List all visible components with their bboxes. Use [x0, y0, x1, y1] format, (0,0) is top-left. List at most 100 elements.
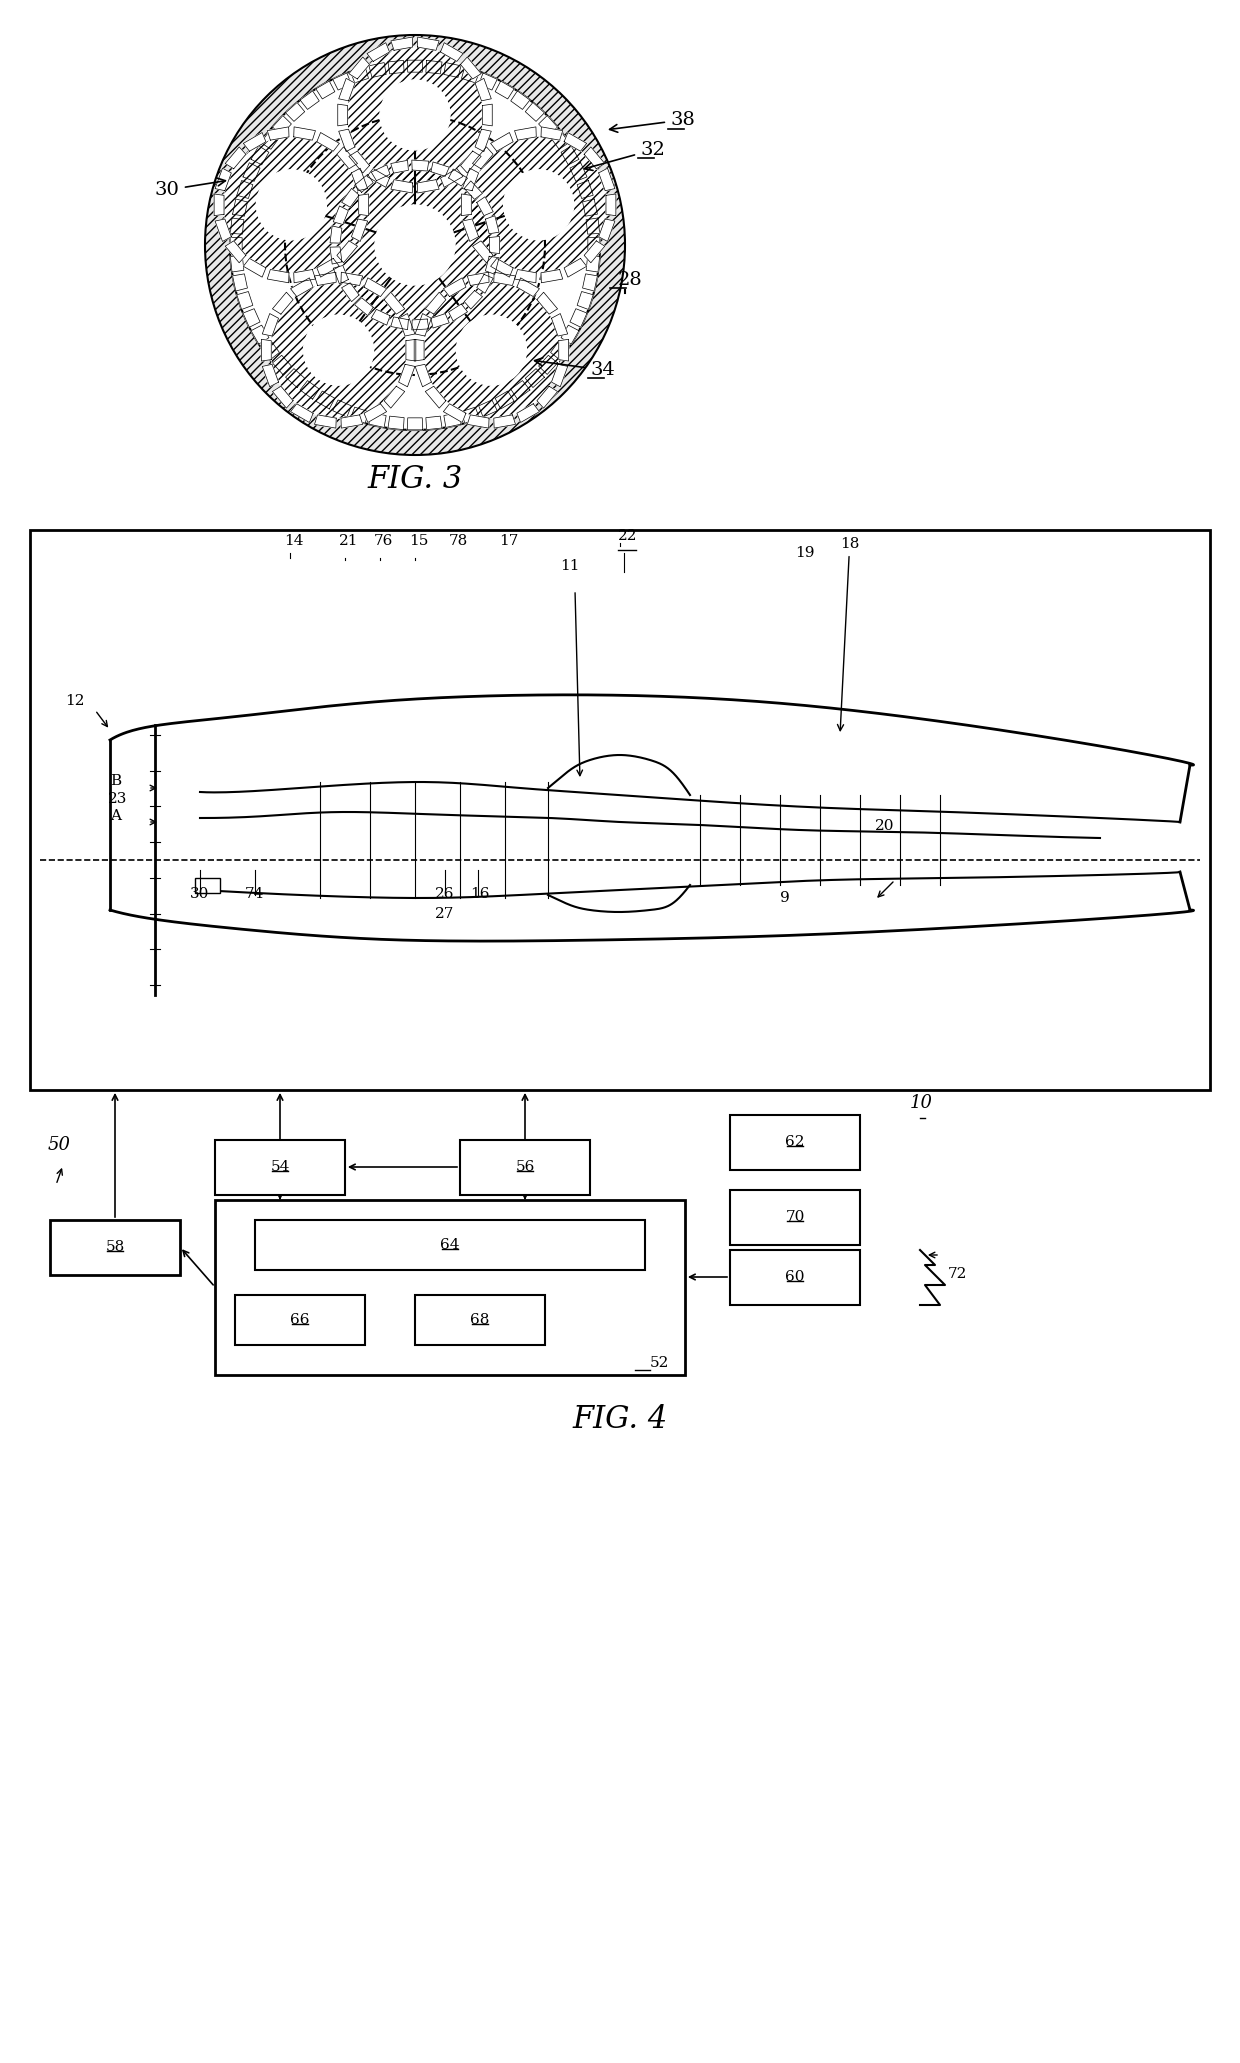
- Polygon shape: [317, 132, 340, 151]
- Polygon shape: [351, 406, 368, 423]
- Polygon shape: [511, 380, 529, 398]
- Text: 38: 38: [610, 111, 694, 132]
- Polygon shape: [388, 60, 404, 74]
- Polygon shape: [388, 417, 404, 429]
- Polygon shape: [268, 128, 289, 140]
- Polygon shape: [290, 404, 314, 423]
- Polygon shape: [570, 163, 587, 182]
- Polygon shape: [587, 219, 600, 233]
- Text: 62: 62: [785, 1135, 805, 1149]
- Circle shape: [200, 31, 630, 460]
- Polygon shape: [460, 58, 481, 78]
- Polygon shape: [412, 320, 429, 330]
- Polygon shape: [444, 413, 461, 427]
- Polygon shape: [233, 274, 248, 291]
- Polygon shape: [560, 326, 579, 345]
- Circle shape: [456, 316, 527, 386]
- Polygon shape: [461, 406, 480, 423]
- Polygon shape: [341, 283, 360, 301]
- Polygon shape: [260, 130, 279, 149]
- Circle shape: [471, 136, 606, 272]
- Text: 74: 74: [246, 887, 264, 902]
- Text: 23: 23: [108, 792, 128, 807]
- Polygon shape: [243, 132, 265, 151]
- Text: FIG. 4: FIG. 4: [573, 1405, 667, 1436]
- Polygon shape: [273, 386, 293, 408]
- Polygon shape: [351, 219, 367, 241]
- Text: 56: 56: [516, 1159, 534, 1174]
- Text: 58: 58: [105, 1240, 125, 1254]
- FancyBboxPatch shape: [215, 1201, 684, 1376]
- Polygon shape: [300, 380, 319, 398]
- Text: 21: 21: [339, 534, 358, 549]
- Polygon shape: [341, 188, 360, 206]
- Polygon shape: [300, 91, 319, 109]
- Polygon shape: [285, 369, 305, 388]
- Polygon shape: [405, 338, 415, 361]
- Polygon shape: [348, 151, 370, 173]
- Polygon shape: [412, 161, 429, 171]
- Circle shape: [270, 283, 407, 419]
- Polygon shape: [440, 169, 463, 188]
- Text: 50: 50: [48, 1137, 71, 1153]
- Polygon shape: [415, 314, 432, 336]
- FancyBboxPatch shape: [415, 1296, 546, 1345]
- Polygon shape: [467, 415, 489, 429]
- Text: 9: 9: [780, 891, 790, 906]
- Polygon shape: [337, 146, 357, 169]
- Polygon shape: [552, 365, 568, 386]
- FancyBboxPatch shape: [730, 1114, 861, 1170]
- Polygon shape: [262, 338, 272, 361]
- Polygon shape: [285, 103, 305, 122]
- Circle shape: [229, 60, 600, 429]
- Polygon shape: [231, 256, 244, 272]
- Polygon shape: [268, 270, 289, 283]
- Polygon shape: [407, 60, 423, 72]
- Polygon shape: [226, 146, 246, 169]
- Polygon shape: [444, 279, 466, 297]
- Polygon shape: [432, 161, 449, 175]
- Circle shape: [229, 60, 600, 429]
- Text: 22: 22: [618, 528, 637, 543]
- Circle shape: [503, 169, 574, 239]
- Polygon shape: [330, 227, 342, 243]
- Polygon shape: [464, 182, 482, 200]
- Polygon shape: [584, 146, 605, 169]
- Polygon shape: [243, 258, 265, 276]
- Polygon shape: [367, 43, 389, 62]
- FancyBboxPatch shape: [236, 1296, 365, 1345]
- Text: 11: 11: [560, 559, 579, 574]
- Text: 20: 20: [875, 819, 894, 833]
- Text: A: A: [110, 809, 122, 823]
- Polygon shape: [463, 169, 479, 190]
- Polygon shape: [463, 219, 479, 241]
- Polygon shape: [552, 314, 568, 336]
- Polygon shape: [560, 146, 579, 165]
- Polygon shape: [371, 165, 391, 182]
- Polygon shape: [495, 80, 515, 99]
- Polygon shape: [407, 419, 423, 429]
- Polygon shape: [538, 116, 558, 134]
- Polygon shape: [398, 314, 415, 336]
- Polygon shape: [332, 72, 351, 91]
- Polygon shape: [355, 175, 373, 192]
- Polygon shape: [415, 365, 432, 386]
- Polygon shape: [476, 196, 494, 217]
- Polygon shape: [355, 297, 373, 316]
- Polygon shape: [273, 355, 291, 375]
- Polygon shape: [384, 386, 404, 408]
- Polygon shape: [250, 146, 269, 165]
- Polygon shape: [599, 219, 615, 241]
- Text: 72: 72: [949, 1267, 967, 1281]
- Polygon shape: [587, 256, 600, 272]
- Text: 12: 12: [64, 693, 84, 708]
- Polygon shape: [316, 80, 335, 99]
- Polygon shape: [334, 206, 348, 225]
- Polygon shape: [440, 43, 463, 62]
- Circle shape: [423, 283, 559, 419]
- Polygon shape: [226, 241, 246, 262]
- Polygon shape: [425, 386, 446, 408]
- Text: 16: 16: [470, 887, 490, 902]
- Polygon shape: [348, 58, 370, 78]
- Polygon shape: [495, 392, 515, 408]
